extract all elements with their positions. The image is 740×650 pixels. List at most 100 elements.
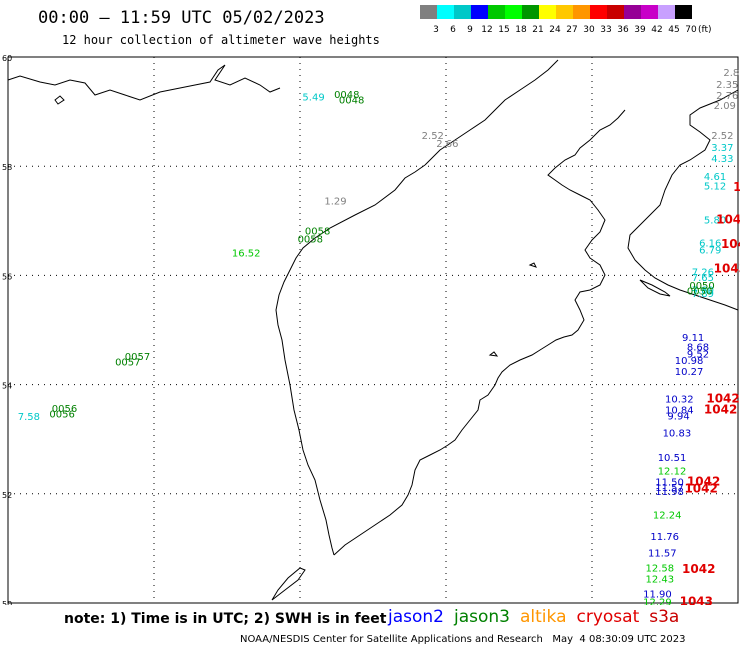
wave-height-label: 2.35 xyxy=(716,80,738,91)
legend-swatch xyxy=(505,5,522,19)
legend-label: 27 xyxy=(566,25,577,35)
wave-height-label: 1042 xyxy=(706,392,739,406)
wave-height-label: 2.82 xyxy=(723,68,740,79)
wave-height-label: 10.32 xyxy=(665,395,694,406)
legend-label: 42 xyxy=(651,25,662,35)
lat-tick-label: 52 xyxy=(2,491,12,500)
legend-swatch xyxy=(539,5,556,19)
legend-label: 9 xyxy=(467,25,473,35)
wave-height-label: 4.61 xyxy=(704,172,726,183)
wave-height-label: 2.76 xyxy=(716,91,738,102)
wave-height-label: 7.58 xyxy=(18,412,40,423)
wave-height-label: 0057 xyxy=(115,357,140,368)
wave-height-label: 2.66 xyxy=(436,139,458,150)
legend-unit: (ft) xyxy=(698,25,712,35)
legend-label: 15 xyxy=(498,25,509,35)
wave-height-label: 9.52 xyxy=(687,349,709,360)
wave-height-label: 11.76 xyxy=(650,532,679,543)
wave-height-label: 0048 xyxy=(334,90,359,101)
wave-height-label: 9.94 xyxy=(667,412,689,423)
legend-label: 70 xyxy=(685,25,697,35)
legend-swatch xyxy=(641,5,658,19)
kamchatka-west-coast xyxy=(275,164,426,556)
satellite-name: altika xyxy=(520,607,567,627)
mainland-coast xyxy=(7,64,281,101)
wave-height-label: 1042 xyxy=(684,482,717,496)
wave-height-label: 0050 xyxy=(689,281,714,292)
wave-height-label: 11.98 xyxy=(655,487,684,498)
legend-label: 33 xyxy=(600,25,611,35)
wave-height-label: 3.37 xyxy=(711,143,733,154)
legend-swatch xyxy=(658,5,675,19)
wave-height-label: 1042 xyxy=(687,475,720,489)
legend-label: 45 xyxy=(668,25,679,35)
wave-height-label: 5.49 xyxy=(302,93,324,104)
wave-height-label: 0056 xyxy=(49,409,74,420)
legend-label: 39 xyxy=(634,25,646,35)
wave-height-label: 0058 xyxy=(305,226,330,237)
satellite-name: cryosat xyxy=(576,607,640,627)
chart-title: 00:00 — 11:59 UTC 05/02/2023 xyxy=(38,8,325,28)
wave-height-label: 1042 xyxy=(704,403,737,417)
wave-height-label: 10.83 xyxy=(663,428,692,439)
legend-swatch xyxy=(556,5,573,19)
wave-height-label: 11.57 xyxy=(655,483,684,494)
satellite-name: s3a xyxy=(649,607,680,627)
wave-height-label: 5.80 xyxy=(704,216,726,227)
wave-height-label: 12.29 xyxy=(643,598,672,605)
wave-height-label: 16.52 xyxy=(232,248,261,259)
legend-swatch xyxy=(488,5,505,19)
map-frame xyxy=(7,56,739,604)
commander-island xyxy=(639,279,671,297)
wave-height-label: 10.84 xyxy=(665,406,694,417)
wave-height-label: 9.11 xyxy=(682,333,704,344)
wave-height-label: 1042 xyxy=(682,562,715,576)
coastlines xyxy=(7,59,739,601)
legend-swatch xyxy=(437,5,454,19)
wave-height-label: 7.26 xyxy=(692,267,714,278)
wave-height-label: 10.27 xyxy=(675,367,704,378)
small-island-1 xyxy=(528,262,537,268)
legend-swatch xyxy=(675,5,692,19)
wave-height-label: 10.51 xyxy=(658,453,687,464)
wave-height-label: 1043 xyxy=(733,180,740,194)
map-grid xyxy=(7,56,739,604)
legend-label: 6 xyxy=(450,25,456,35)
wave-height-label: 1043 xyxy=(721,237,740,251)
legend-label: 21 xyxy=(532,25,543,35)
lat-tick-label: 60 xyxy=(2,54,12,63)
island-west xyxy=(54,95,65,105)
wave-height-label: 7.65 xyxy=(692,273,714,284)
wave-height-label: 0057 xyxy=(125,352,150,363)
small-island-2 xyxy=(488,351,499,357)
legend-swatch xyxy=(573,5,590,19)
wave-height-label: 11.57 xyxy=(648,549,677,560)
wave-height-label: 8.68 xyxy=(687,343,709,354)
satellite-name: jason2 xyxy=(388,607,444,627)
lat-tick-label: 58 xyxy=(2,163,12,172)
footer-credit: NOAA/NESDIS Center for Satellite Applica… xyxy=(240,634,686,645)
wave-height-label: 12.43 xyxy=(646,574,675,585)
legend-label: 24 xyxy=(549,25,561,35)
wave-height-label: 0048 xyxy=(339,95,364,106)
wave-height-label: 6.79 xyxy=(699,246,721,257)
legend-label: 12 xyxy=(481,25,492,35)
legend-swatch xyxy=(471,5,488,19)
wave-height-label: 0056 xyxy=(52,404,77,415)
wave-height-label: 1043 xyxy=(680,595,713,605)
axis-labels: 150153156159162165605856545250 xyxy=(2,54,12,605)
chart-subtitle: 12 hour collection of altimeter wave hei… xyxy=(62,33,380,47)
satellite-legend: jason2 jason3 altika cryosat s3a xyxy=(388,607,689,627)
legend-label: 36 xyxy=(617,25,629,35)
legend-swatch xyxy=(590,5,607,19)
lat-tick-label: 54 xyxy=(2,382,12,391)
wave-height-label: 1043 xyxy=(716,213,740,227)
legend-swatch xyxy=(420,5,437,19)
satellite-name: jason3 xyxy=(454,607,510,627)
wave-height-label: 10.98 xyxy=(675,356,704,367)
legend-label: 18 xyxy=(515,25,527,35)
wave-height-label: 12.24 xyxy=(653,510,682,521)
kuril-island-1 xyxy=(271,567,306,601)
